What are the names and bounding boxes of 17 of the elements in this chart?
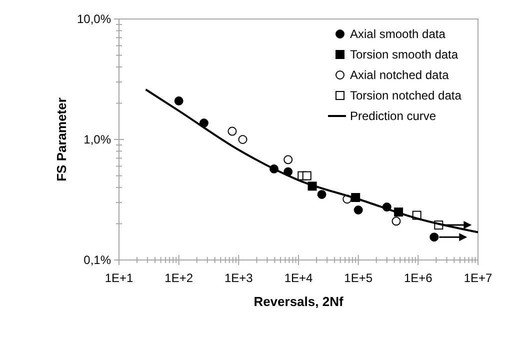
x-tick-label: 1E+6 [404, 271, 433, 285]
legend-label: Torsion notched data [350, 88, 462, 103]
x-tick-label: 1E+4 [284, 271, 314, 285]
x-tick-label: 1E+3 [224, 271, 254, 285]
x-tick-label: 1E+5 [344, 271, 373, 285]
y-tick-label: 1,0% [84, 132, 112, 147]
legend-label: Prediction curve [350, 109, 436, 124]
y-axis-title: FS Parameter [54, 98, 69, 182]
y-tick-label: 10,0% [76, 12, 112, 26]
x-axis-title: Reversals, 2Nf [254, 294, 344, 309]
legend-label: Axial notched data [350, 68, 450, 82]
x-tick-label: 1E+2 [164, 271, 194, 285]
x-tick-label: 1E+7 [464, 271, 493, 285]
legend-label: Torsion smooth data [350, 48, 458, 62]
x-tick-label: 1E+1 [104, 271, 134, 285]
legend-label: Axial smooth data [350, 27, 446, 42]
y-tick-label: 0,1% [84, 253, 112, 268]
